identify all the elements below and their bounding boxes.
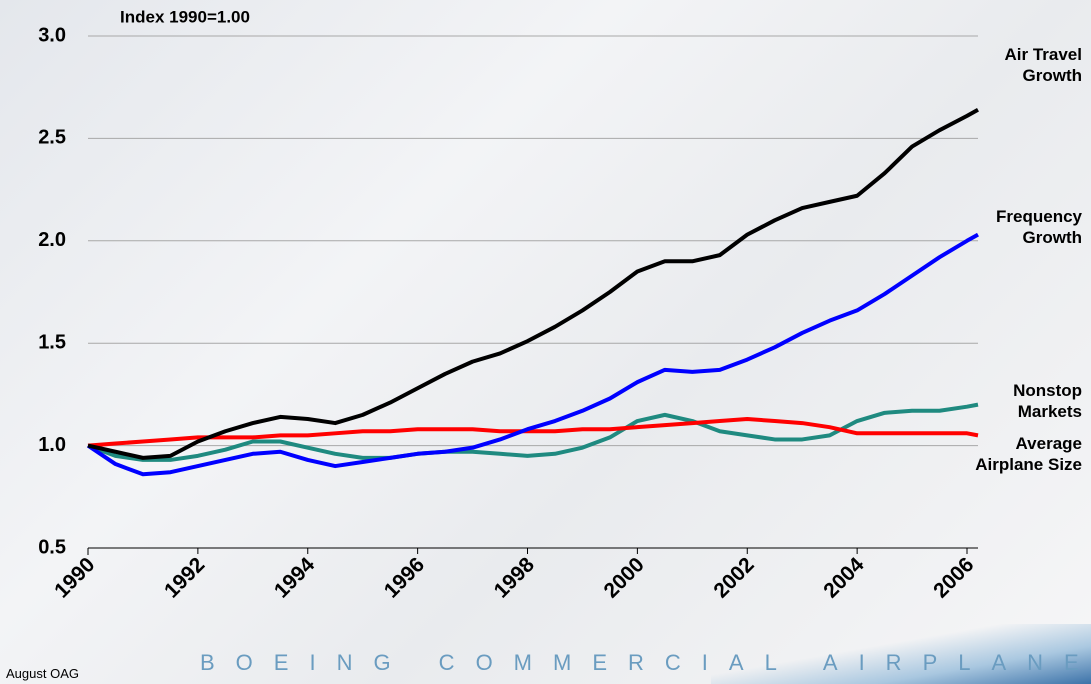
x-tick-label: 1998 — [490, 553, 540, 603]
x-tick-label: 1990 — [50, 553, 99, 602]
x-tick-label: 1992 — [160, 553, 209, 602]
y-tick-label: 1.0 — [38, 434, 66, 456]
series-line — [87, 416, 979, 448]
y-tick-label: 2.0 — [38, 229, 66, 251]
y-tick-label: 3.0 — [38, 24, 66, 46]
x-tick-label: 1996 — [380, 553, 429, 602]
x-tick-label: 1994 — [270, 553, 320, 603]
series-label: Frequency Growth — [996, 207, 1082, 247]
y-tick-label: 1.5 — [38, 331, 66, 353]
y-tick-label: 0.5 — [38, 536, 66, 558]
series-label: Average Airplane Size — [975, 434, 1082, 474]
x-tick-label: 2000 — [600, 553, 649, 602]
series-line — [87, 107, 979, 460]
brand-swoosh — [711, 624, 1091, 684]
y-tick-label: 2.5 — [38, 127, 66, 149]
series-label: Nonstop Markets — [1013, 381, 1082, 421]
series-line — [86, 232, 979, 477]
x-tick-label: 2006 — [929, 553, 978, 602]
series-label: Air Travel Growth — [1004, 45, 1083, 85]
x-tick-label: 2002 — [709, 553, 758, 602]
x-tick-label: 2004 — [819, 553, 869, 603]
brand-text: BOEING COMMERCIAL AIRPLANES — [200, 650, 1091, 675]
chart-title: Index 1990=1.00 — [120, 7, 250, 26]
source-note: August OAG — [6, 666, 79, 681]
